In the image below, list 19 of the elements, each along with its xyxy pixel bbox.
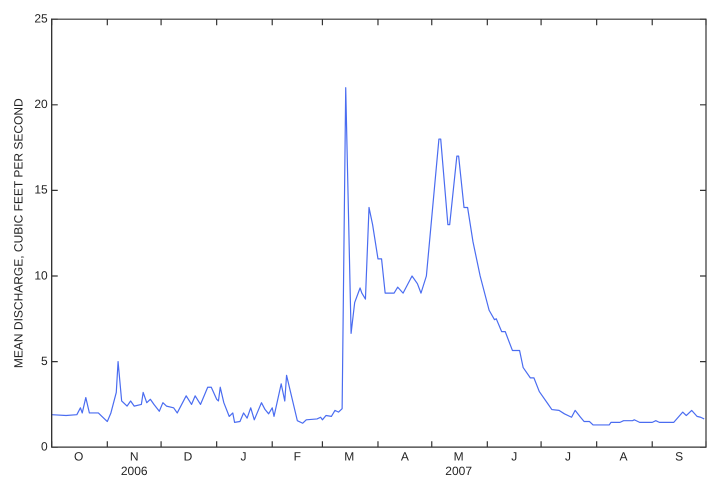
y-axis-title: MEAN DISCHARGE, CUBIC FEET PER SECOND (12, 98, 26, 368)
x-tick-label: A (620, 450, 628, 464)
x-tick-label: F (294, 450, 301, 464)
y-tick-label: 20 (34, 97, 48, 112)
y-tick-label: 15 (34, 182, 48, 197)
x-tick-label: J (564, 450, 571, 464)
x-tick-label: O (74, 450, 84, 464)
x-tick-label: D (184, 450, 193, 464)
y-tick-label: 10 (34, 268, 48, 282)
y-tick-label: 5 (41, 354, 48, 368)
x-tick-label: A (400, 450, 409, 464)
x-tick-label: M 2007 (445, 450, 472, 478)
x-tick-label: M (344, 450, 354, 464)
y-tick-label: 25 (34, 12, 48, 26)
x-tick-label: S (675, 450, 684, 464)
y-tick-label: 0 (41, 440, 48, 454)
x-tick-label: J (240, 450, 247, 464)
x-tick-label: N 2006 (120, 450, 148, 478)
x-tick-label: J (511, 450, 518, 464)
